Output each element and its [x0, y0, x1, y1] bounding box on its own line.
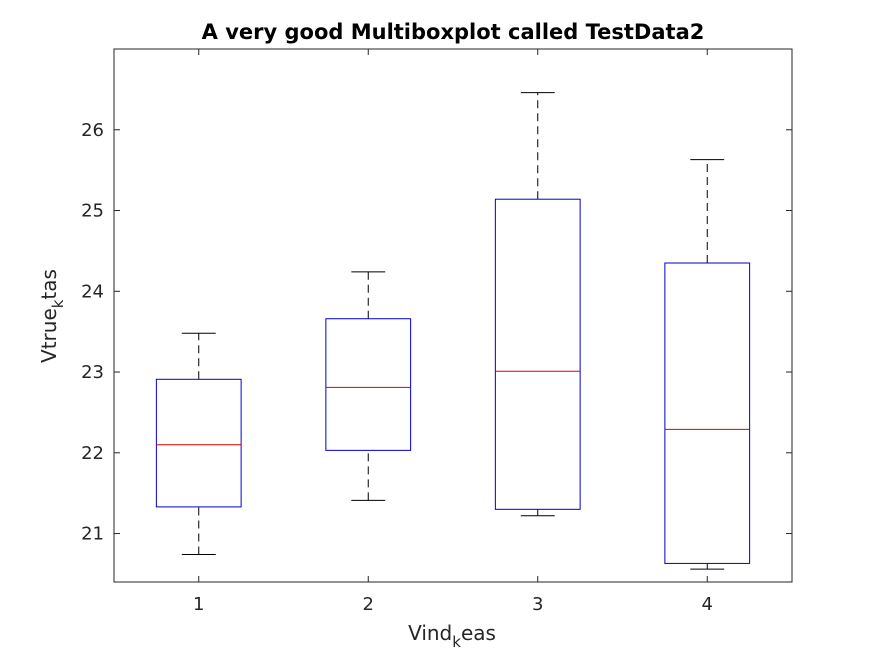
box-group-4 — [664, 159, 751, 570]
box-iqr — [325, 318, 412, 451]
chart-title: A very good Multiboxplot called TestData… — [202, 20, 705, 44]
y-tick-label: 22 — [81, 443, 104, 464]
box-group-1 — [155, 332, 242, 556]
x-tick-label: 1 — [193, 594, 204, 615]
x-axis-label: Vindkeas — [408, 621, 496, 651]
y-axis-label-rest: tas — [37, 269, 61, 300]
x-tick-label: 3 — [532, 594, 543, 615]
y-axis-label: Vtruektas — [37, 269, 67, 363]
box-group-2 — [325, 271, 412, 501]
box-iqr — [664, 262, 751, 564]
y-tick-label: 21 — [81, 524, 104, 545]
x-tick-label: 2 — [363, 594, 374, 615]
box-iqr — [155, 378, 242, 508]
x-tick-label: 4 — [702, 594, 713, 615]
x-axis-ticks: 1 2 3 4 — [193, 49, 713, 615]
y-tick-label: 23 — [81, 362, 104, 383]
x-axis-label-rest: eas — [461, 621, 496, 645]
y-tick-label: 26 — [81, 120, 104, 141]
box-iqr — [494, 198, 581, 510]
y-tick-label: 24 — [81, 281, 104, 302]
y-axis-label-base: Vtrue — [37, 308, 61, 363]
boxes-layer — [155, 92, 751, 570]
y-tick-label: 25 — [81, 201, 104, 222]
plot-area — [113, 48, 793, 583]
box-group-3 — [494, 92, 581, 517]
x-axis-label-base: Vind — [408, 621, 452, 645]
x-axis-label-subscript: k — [452, 633, 461, 651]
y-axis-label-subscript: k — [49, 299, 67, 308]
y-axis-ticks: 21 22 23 24 25 26 — [81, 120, 792, 545]
